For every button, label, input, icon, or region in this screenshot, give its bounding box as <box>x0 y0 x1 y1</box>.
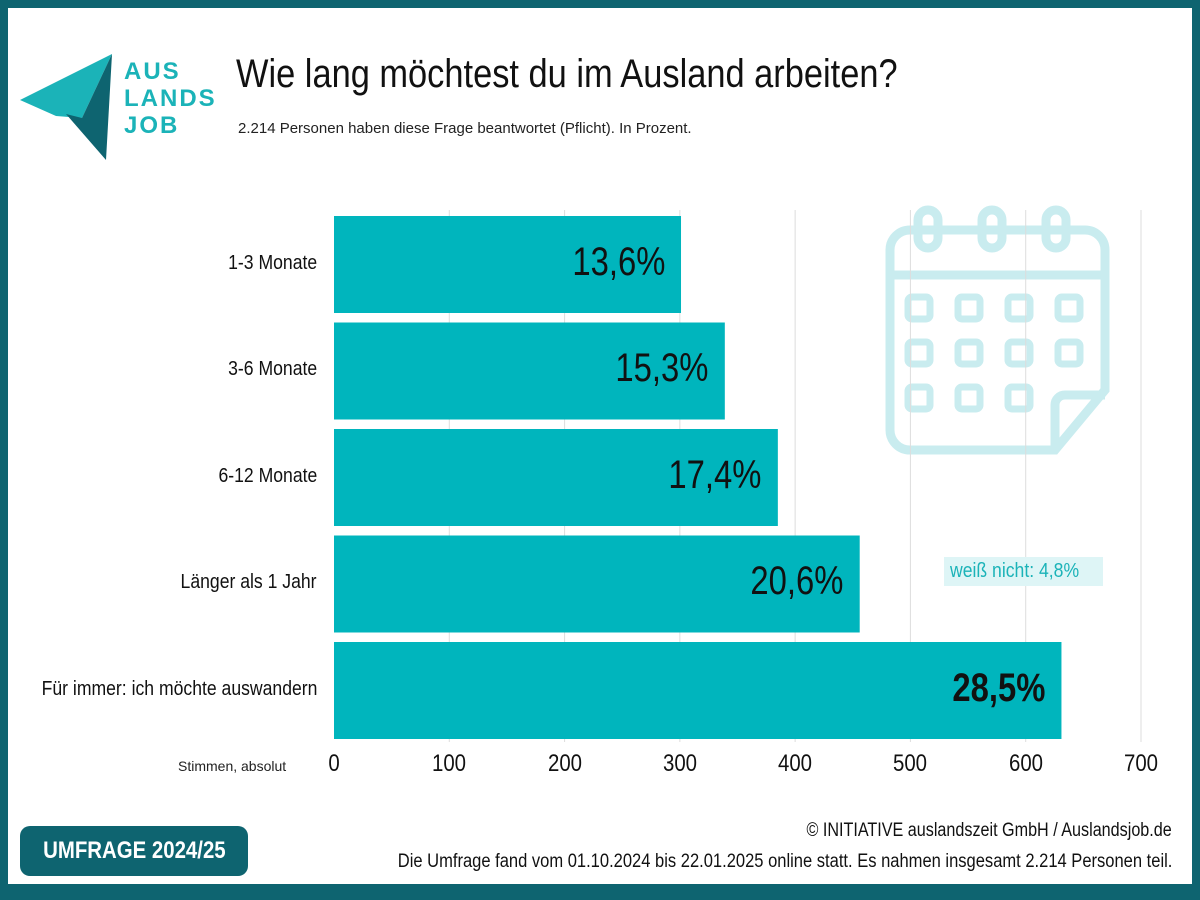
page-title: Wie lang möchtest du im Ausland arbeiten… <box>236 52 898 96</box>
bar <box>334 216 682 313</box>
x-axis-label: Stimmen, absolut <box>178 758 287 774</box>
category-label: 1-3 Monate <box>227 251 317 274</box>
data-label: 20,6% <box>750 559 844 603</box>
category-label: 3-6 Monate <box>227 358 317 380</box>
calendar-icon <box>885 205 1110 455</box>
x-tick-label: 100 <box>432 750 467 777</box>
bar <box>334 535 860 633</box>
category-label: 6-12 Monate <box>218 464 317 487</box>
data-label: 15,3% <box>615 346 709 390</box>
category-label: Länger als 1 Jahr <box>180 571 317 593</box>
x-tick-label: 700 <box>1123 750 1159 777</box>
x-tick-label: 200 <box>547 750 582 777</box>
x-tick-label: 0 <box>328 750 340 777</box>
x-tick-label: 500 <box>893 750 928 777</box>
data-label: 17,4% <box>668 452 762 497</box>
subtitle: 2.214 Personen haben diese Frage beantwo… <box>238 120 692 137</box>
bar <box>334 429 778 526</box>
x-tick-label: 400 <box>778 750 813 777</box>
survey-badge: UMFRAGE 2024/25 <box>20 826 248 876</box>
category-label: Für immer: ich möchte auswandern <box>41 677 317 700</box>
x-tick-label: 600 <box>1008 750 1043 777</box>
bar <box>334 642 1062 739</box>
copyright: © INITIATIVE auslandszeit GmbH / Ausland… <box>806 820 1172 841</box>
data-label: 13,6% <box>572 239 666 284</box>
annotation-dont-know: weiß nicht: 4,8% <box>944 557 1103 586</box>
survey-note: Die Umfrage fand vom 01.10.2024 bis 22.0… <box>397 851 1172 872</box>
data-label: 28,5% <box>952 665 1046 710</box>
logo-icon <box>20 54 112 160</box>
bar <box>334 322 725 420</box>
x-tick-label: 300 <box>662 750 697 777</box>
logo-text: AUS LANDS JOB <box>124 58 217 139</box>
bar-chart <box>334 210 1142 742</box>
